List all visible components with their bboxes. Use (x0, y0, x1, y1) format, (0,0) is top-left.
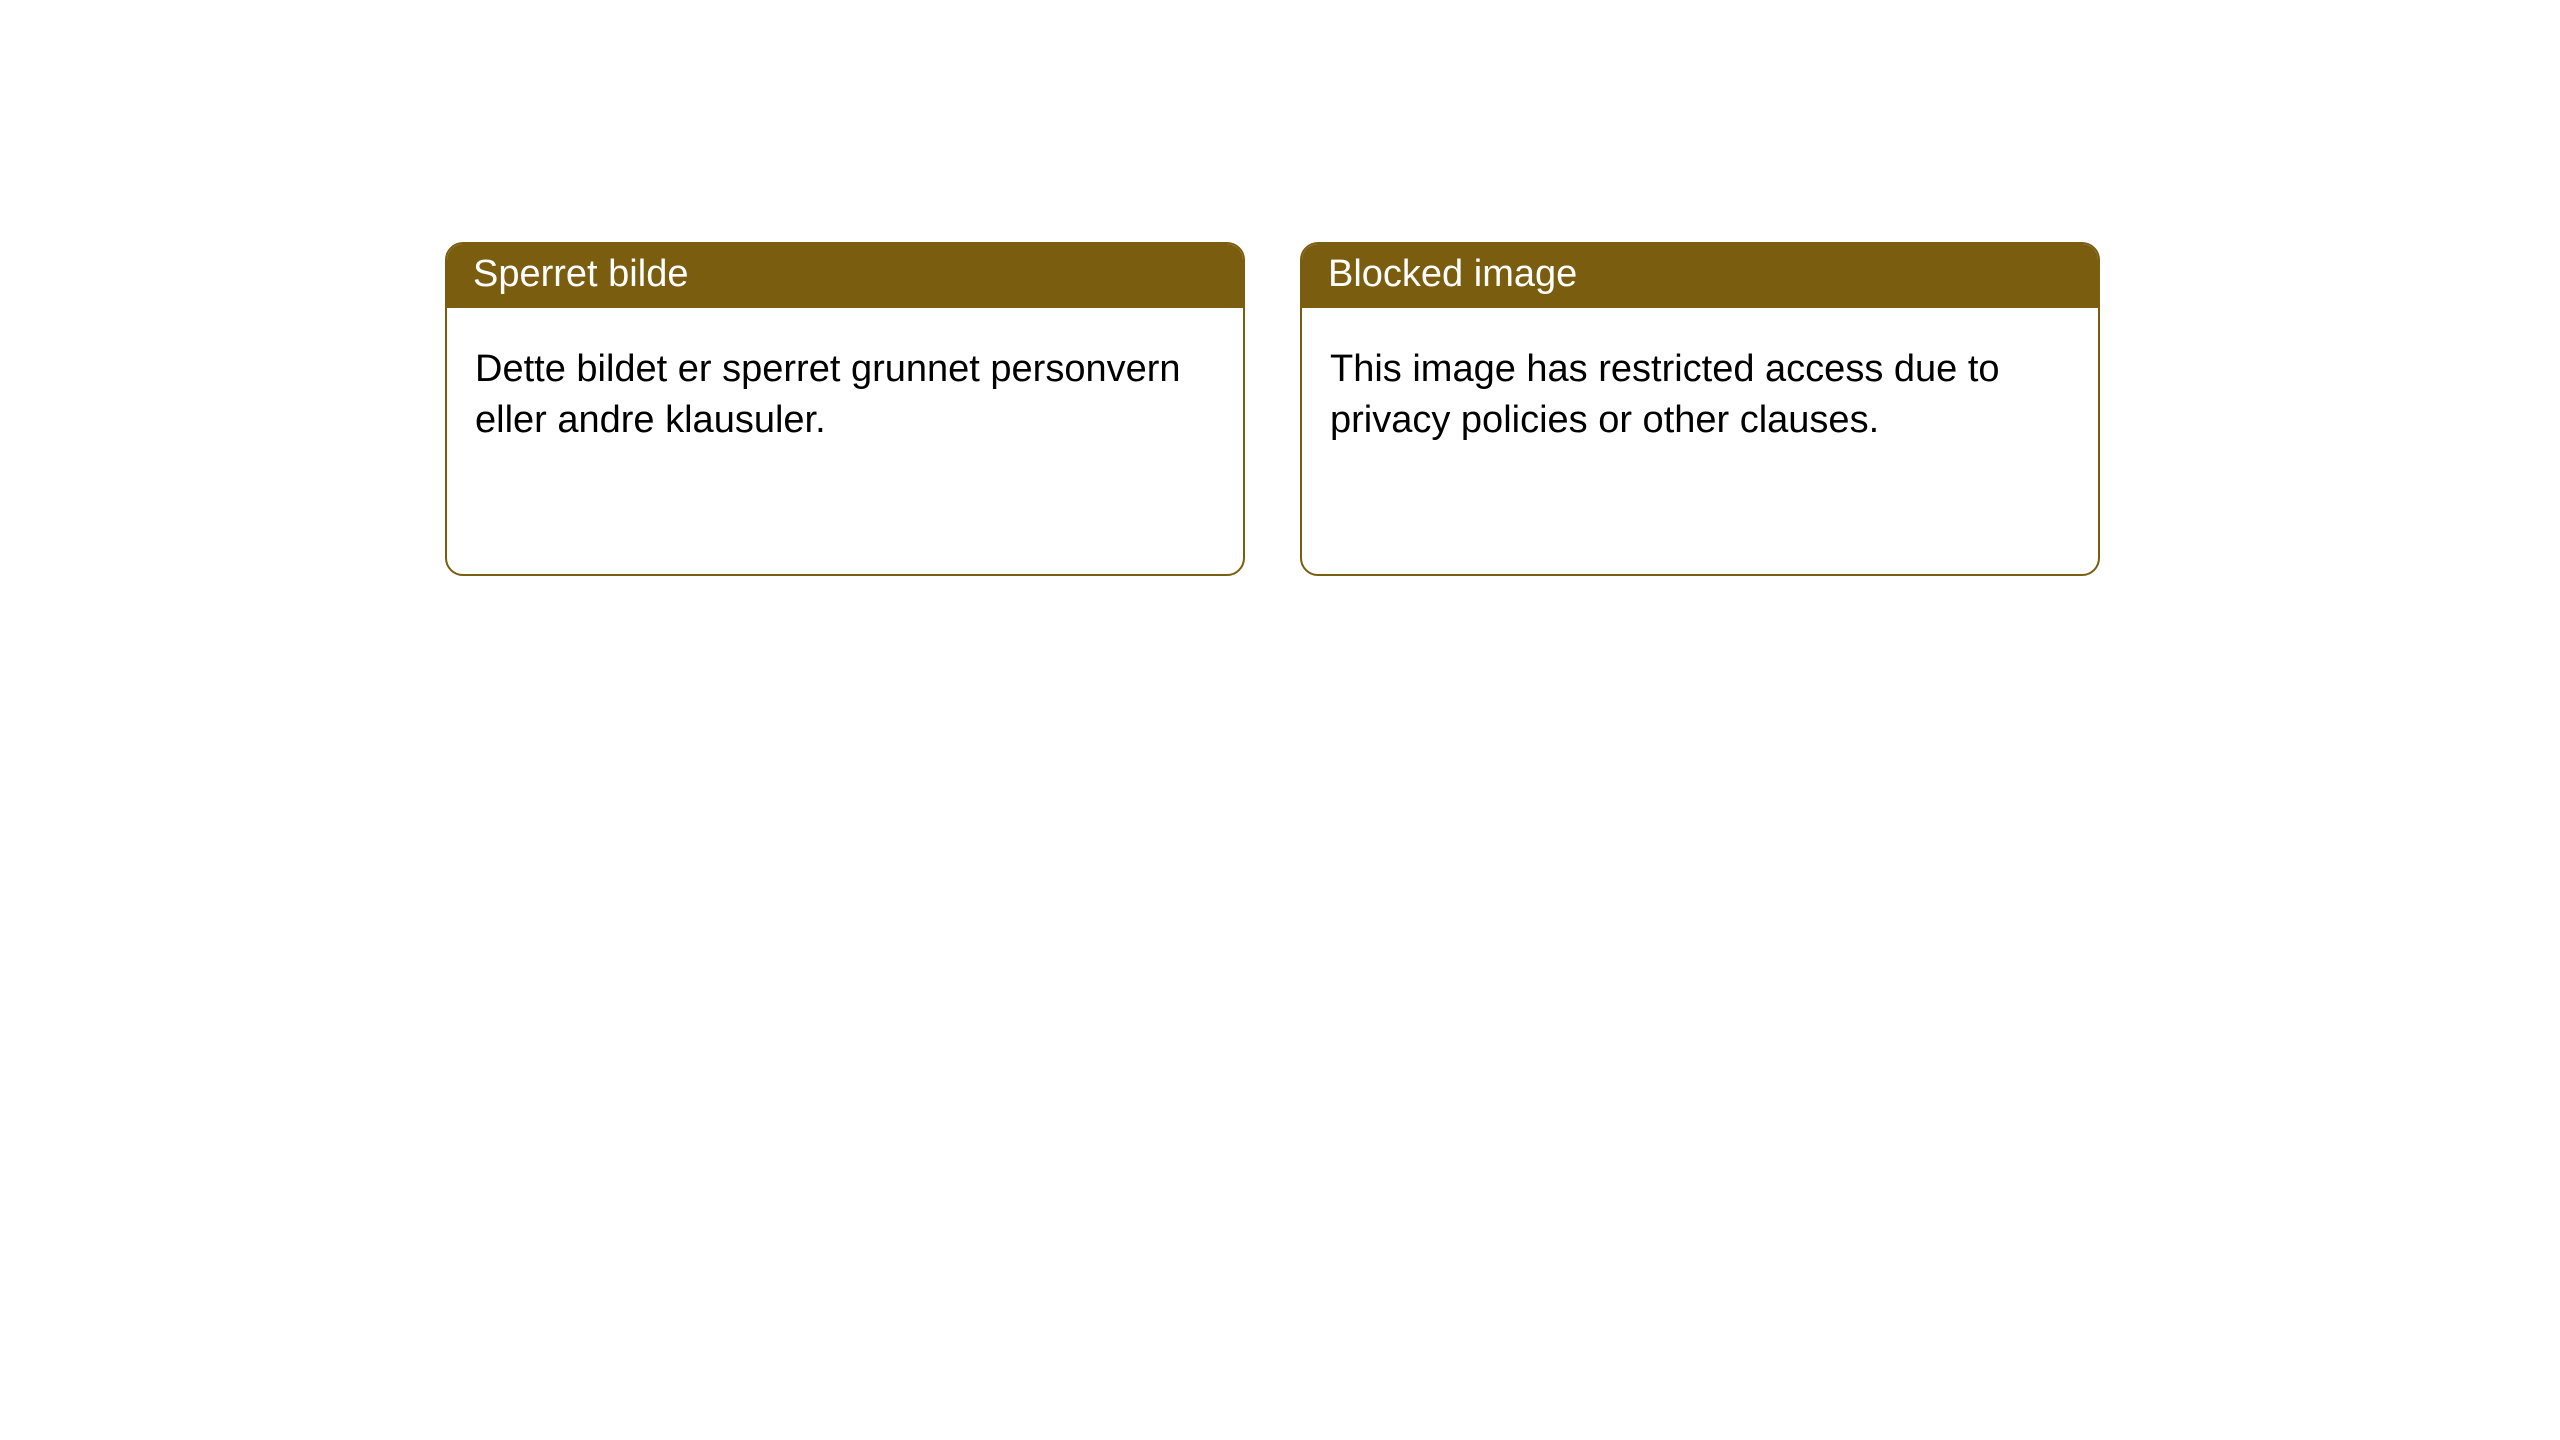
notice-container: Sperret bilde Dette bildet er sperret gr… (0, 0, 2560, 576)
notice-header: Blocked image (1302, 244, 2098, 308)
notice-card-norwegian: Sperret bilde Dette bildet er sperret gr… (445, 242, 1245, 576)
notice-text: This image has restricted access due to … (1330, 348, 2000, 441)
notice-title: Blocked image (1328, 253, 1577, 295)
notice-body: This image has restricted access due to … (1302, 308, 2098, 475)
notice-card-english: Blocked image This image has restricted … (1300, 242, 2100, 576)
notice-header: Sperret bilde (447, 244, 1243, 308)
notice-text: Dette bildet er sperret grunnet personve… (475, 348, 1181, 441)
notice-title: Sperret bilde (473, 253, 688, 295)
notice-body: Dette bildet er sperret grunnet personve… (447, 308, 1243, 475)
